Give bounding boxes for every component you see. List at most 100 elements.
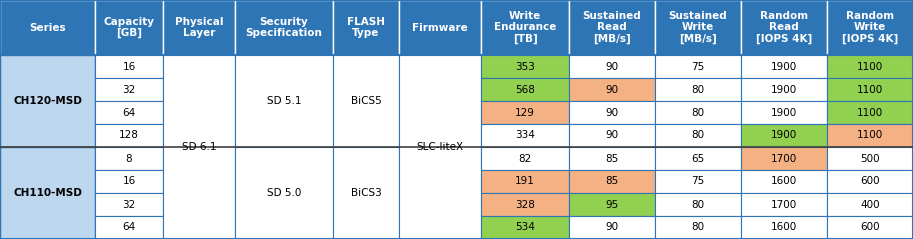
Text: Firmware: Firmware bbox=[412, 22, 467, 33]
Text: 90: 90 bbox=[605, 85, 619, 94]
Text: 1900: 1900 bbox=[771, 85, 797, 94]
Bar bbox=[741, 124, 827, 147]
Bar bbox=[741, 0, 827, 55]
Text: 191: 191 bbox=[515, 176, 535, 186]
Text: SD 5.0: SD 5.0 bbox=[267, 188, 301, 198]
Text: 16: 16 bbox=[122, 176, 136, 186]
Text: 1100: 1100 bbox=[857, 61, 883, 71]
Bar bbox=[741, 216, 827, 239]
Text: 1100: 1100 bbox=[857, 108, 883, 118]
Text: 534: 534 bbox=[515, 223, 535, 233]
Bar bbox=[655, 216, 741, 239]
Bar bbox=[741, 78, 827, 101]
Text: Capacity
[GB]: Capacity [GB] bbox=[103, 16, 154, 38]
Text: 65: 65 bbox=[691, 153, 705, 163]
Bar bbox=[827, 101, 913, 124]
Bar bbox=[481, 124, 569, 147]
Bar bbox=[655, 193, 741, 216]
Bar bbox=[0, 147, 95, 239]
Text: SD 6.1: SD 6.1 bbox=[182, 142, 216, 152]
Text: 8: 8 bbox=[126, 153, 132, 163]
Text: 32: 32 bbox=[122, 200, 136, 210]
Bar bbox=[235, 55, 333, 147]
Text: 1100: 1100 bbox=[857, 130, 883, 141]
Text: 75: 75 bbox=[691, 61, 705, 71]
Bar bbox=[569, 124, 655, 147]
Text: 129: 129 bbox=[515, 108, 535, 118]
Text: BiCS5: BiCS5 bbox=[351, 96, 382, 106]
Bar bbox=[95, 101, 163, 124]
Text: 90: 90 bbox=[605, 130, 619, 141]
Bar bbox=[827, 78, 913, 101]
Bar bbox=[95, 216, 163, 239]
Text: 80: 80 bbox=[691, 85, 705, 94]
Bar bbox=[655, 101, 741, 124]
Text: 16: 16 bbox=[122, 61, 136, 71]
Text: 568: 568 bbox=[515, 85, 535, 94]
Bar bbox=[0, 0, 95, 55]
Bar bbox=[163, 55, 235, 239]
Text: Series: Series bbox=[29, 22, 66, 33]
Text: 80: 80 bbox=[691, 108, 705, 118]
Bar bbox=[399, 55, 481, 239]
Bar bbox=[95, 124, 163, 147]
Text: CH120-MSD: CH120-MSD bbox=[13, 96, 82, 106]
Text: Sustained
Read
[MB/s]: Sustained Read [MB/s] bbox=[582, 11, 641, 44]
Text: 80: 80 bbox=[691, 223, 705, 233]
Bar bbox=[481, 0, 569, 55]
Text: 1600: 1600 bbox=[771, 176, 797, 186]
Bar bbox=[569, 0, 655, 55]
Text: 82: 82 bbox=[519, 153, 531, 163]
Bar bbox=[827, 55, 913, 78]
Bar bbox=[655, 0, 741, 55]
Bar bbox=[235, 0, 333, 55]
Bar bbox=[333, 147, 399, 239]
Text: 1900: 1900 bbox=[771, 108, 797, 118]
Bar bbox=[655, 147, 741, 170]
Text: 600: 600 bbox=[860, 176, 880, 186]
Bar bbox=[399, 0, 481, 55]
Bar bbox=[741, 193, 827, 216]
Bar bbox=[163, 0, 235, 55]
Text: 128: 128 bbox=[119, 130, 139, 141]
Bar bbox=[569, 78, 655, 101]
Text: 95: 95 bbox=[605, 200, 619, 210]
Bar bbox=[741, 101, 827, 124]
Bar bbox=[95, 193, 163, 216]
Bar bbox=[569, 170, 655, 193]
Bar bbox=[569, 216, 655, 239]
Text: Write
Endurance
[TB]: Write Endurance [TB] bbox=[494, 11, 556, 44]
Text: CH110-MSD: CH110-MSD bbox=[13, 188, 82, 198]
Text: 328: 328 bbox=[515, 200, 535, 210]
Text: 1900: 1900 bbox=[771, 61, 797, 71]
Text: 400: 400 bbox=[860, 200, 880, 210]
Text: SD 5.1: SD 5.1 bbox=[267, 96, 301, 106]
Bar bbox=[569, 55, 655, 78]
Bar bbox=[741, 55, 827, 78]
Text: 353: 353 bbox=[515, 61, 535, 71]
Bar bbox=[481, 170, 569, 193]
Bar bbox=[333, 55, 399, 147]
Text: 85: 85 bbox=[605, 153, 619, 163]
Text: Sustained
Write
[MB/s]: Sustained Write [MB/s] bbox=[668, 11, 728, 44]
Text: Security
Specification: Security Specification bbox=[246, 17, 322, 38]
Bar bbox=[481, 101, 569, 124]
Text: 1700: 1700 bbox=[771, 153, 797, 163]
Bar bbox=[827, 216, 913, 239]
Text: 64: 64 bbox=[122, 108, 136, 118]
Bar bbox=[569, 193, 655, 216]
Bar bbox=[655, 78, 741, 101]
Bar bbox=[827, 193, 913, 216]
Bar bbox=[481, 78, 569, 101]
Bar bbox=[655, 170, 741, 193]
Text: FLASH
Type: FLASH Type bbox=[347, 17, 385, 38]
Text: Random
Write
[IOPS 4K]: Random Write [IOPS 4K] bbox=[842, 11, 898, 44]
Text: 75: 75 bbox=[691, 176, 705, 186]
Text: 1700: 1700 bbox=[771, 200, 797, 210]
Text: 80: 80 bbox=[691, 130, 705, 141]
Text: 32: 32 bbox=[122, 85, 136, 94]
Text: 600: 600 bbox=[860, 223, 880, 233]
Bar bbox=[741, 170, 827, 193]
Text: 1100: 1100 bbox=[857, 85, 883, 94]
Bar bbox=[827, 170, 913, 193]
